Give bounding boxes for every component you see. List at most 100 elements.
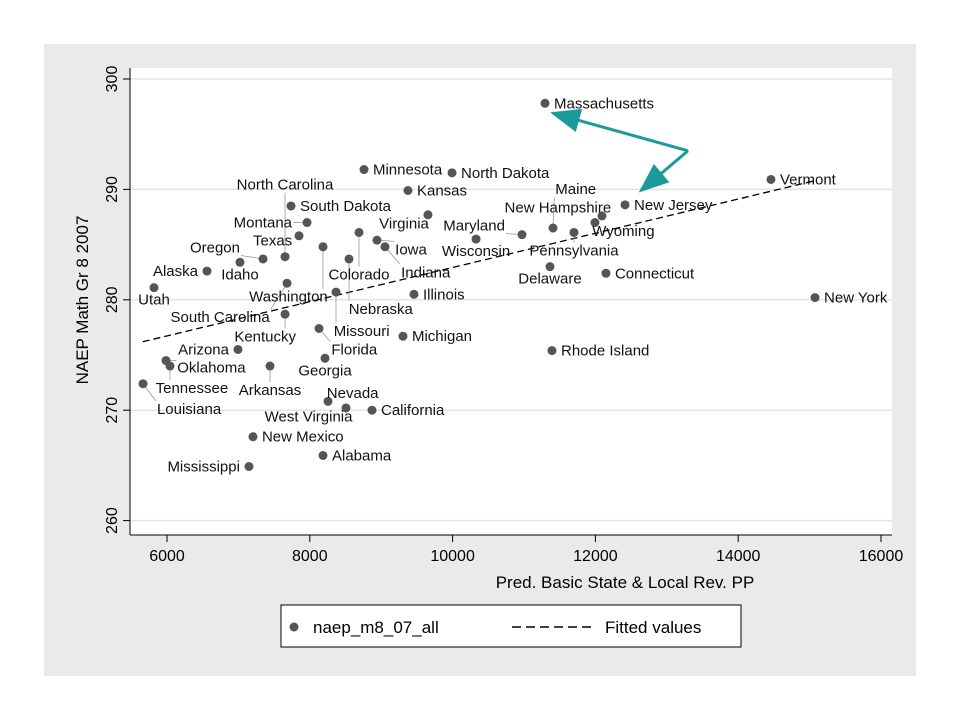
y-tick-label: 290 <box>104 176 121 203</box>
point-label: Wyoming <box>592 223 654 240</box>
data-point <box>244 462 254 472</box>
point-label: New Hampshire <box>505 199 612 216</box>
data-point <box>314 324 324 334</box>
plot-area <box>130 68 892 535</box>
point-label: California <box>381 402 445 419</box>
data-point <box>280 252 290 262</box>
data-point <box>597 211 607 221</box>
point-label: Maryland <box>443 217 505 234</box>
data-point <box>282 278 292 288</box>
point-label: Kansas <box>417 183 467 200</box>
data-point <box>258 254 268 264</box>
point-label: Kentucky <box>234 328 296 345</box>
point-label: Pennsylvania <box>529 242 619 259</box>
point-label: North Carolina <box>237 177 334 194</box>
data-point <box>233 344 243 354</box>
point-label: Louisiana <box>157 401 222 418</box>
y-tick-label: 260 <box>104 507 121 534</box>
point-label: Virginia <box>379 215 429 232</box>
legend-marker-points <box>289 622 299 632</box>
point-label: Arkansas <box>239 382 302 399</box>
point-label: Mississippi <box>167 459 240 476</box>
data-point <box>344 254 354 264</box>
x-tick-label: 12000 <box>573 548 618 565</box>
point-label: Minnesota <box>373 162 443 179</box>
legend-entry-fit: Fitted values <box>605 618 701 637</box>
data-point <box>265 361 275 371</box>
x-tick-label: 8000 <box>292 548 328 565</box>
data-point <box>367 405 377 415</box>
point-label: Nevada <box>327 385 379 402</box>
point-label: Massachusetts <box>554 95 654 112</box>
point-label: Georgia <box>298 362 352 379</box>
y-tick-label: 270 <box>104 397 121 424</box>
y-axis-label: NAEP Math Gr 8 2007 <box>73 216 92 385</box>
point-label: South Dakota <box>300 198 392 215</box>
data-point <box>138 379 148 389</box>
data-point <box>331 287 341 297</box>
x-tick-label: 10000 <box>430 548 475 565</box>
data-point <box>409 289 419 299</box>
data-point <box>294 231 304 241</box>
point-label: Colorado <box>329 266 390 283</box>
data-point <box>248 432 258 442</box>
data-point <box>202 266 212 276</box>
point-label: Nebraska <box>349 301 414 318</box>
point-label: Iowa <box>395 241 427 258</box>
point-label: Missouri <box>334 323 390 340</box>
data-point <box>398 331 408 341</box>
x-tick-label: 6000 <box>149 548 185 565</box>
x-axis-label: Pred. Basic State & Local Rev. PP <box>496 573 755 592</box>
legend-entry-points: naep_m8_07_all <box>313 618 439 637</box>
data-point <box>286 201 296 211</box>
fitted-line <box>142 179 816 343</box>
data-point <box>359 165 369 175</box>
point-label: Oklahoma <box>177 359 246 376</box>
point-label: Alabama <box>332 447 392 464</box>
data-point <box>548 223 558 233</box>
data-point <box>547 346 557 356</box>
point-label: North Dakota <box>461 165 550 182</box>
label-leader-line <box>270 283 288 310</box>
x-tick-label: 16000 <box>859 548 904 565</box>
point-label: Oregon <box>190 239 240 256</box>
point-label: Arizona <box>178 341 230 358</box>
y-tick-label: 300 <box>104 66 121 93</box>
point-label: Wisconsin <box>442 243 510 260</box>
data-point <box>766 174 776 184</box>
point-label: Alaska <box>153 263 199 280</box>
data-point <box>149 283 159 293</box>
point-label: Michigan <box>412 328 472 345</box>
point-label: Vermont <box>780 171 837 188</box>
point-label: Utah <box>138 292 170 309</box>
point-label: Texas <box>253 232 292 249</box>
data-point <box>323 396 333 406</box>
point-label: Idaho <box>221 266 259 283</box>
data-point <box>620 200 630 210</box>
point-label: Rhode Island <box>561 343 649 360</box>
data-point <box>403 186 413 196</box>
data-point <box>471 234 481 244</box>
data-point <box>318 450 328 460</box>
data-point <box>354 227 364 237</box>
data-point <box>235 257 245 267</box>
point-label: New Jersey <box>634 197 713 214</box>
point-label: Illinois <box>423 286 465 303</box>
data-point <box>569 227 579 237</box>
x-tick-label: 14000 <box>716 548 761 565</box>
data-point <box>341 403 351 413</box>
legend: naep_m8_07_all Fitted values <box>280 604 742 648</box>
data-point <box>590 218 600 228</box>
annotation-arrow <box>638 149 689 193</box>
data-point <box>810 293 820 303</box>
y-tick-label: 280 <box>104 286 121 313</box>
label-leader-line <box>552 197 555 229</box>
point-label: Florida <box>331 342 378 359</box>
data-point <box>302 218 312 228</box>
point-label: Connecticut <box>615 265 695 282</box>
point-label: New York <box>824 290 888 307</box>
data-point <box>318 242 328 252</box>
point-label: Montana <box>234 215 293 232</box>
point-label: Tennessee <box>156 380 229 397</box>
